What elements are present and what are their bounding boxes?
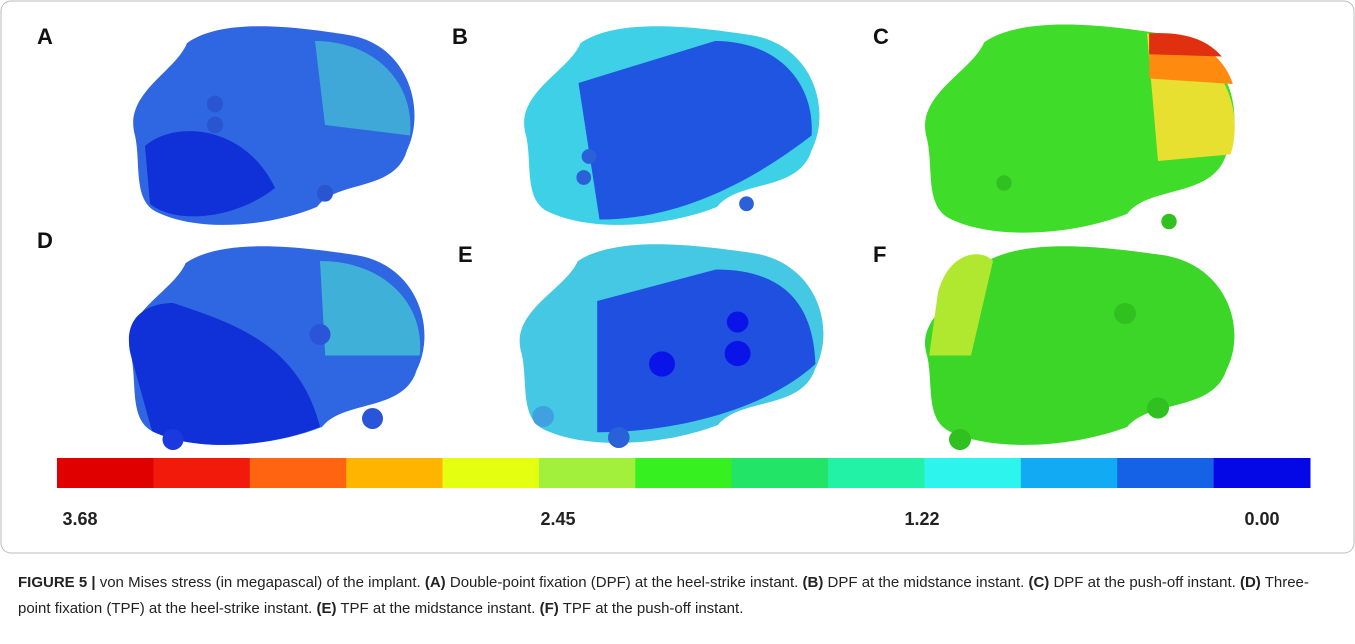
caption-tag: (C) xyxy=(1028,574,1049,591)
colorbar xyxy=(57,458,1311,488)
model-b xyxy=(524,26,819,225)
model-e xyxy=(520,244,824,448)
figure: A B C D E F 3.68 2.45 1.22 0.00 xyxy=(0,0,1355,560)
model-f xyxy=(925,246,1234,450)
colorbar-label: 0.00 xyxy=(1244,509,1279,529)
colorbar-segment xyxy=(57,458,154,488)
caption-text: DPF at the midstance instant. xyxy=(828,574,1025,591)
caption-text: TPF at the push-off instant. xyxy=(563,600,744,617)
model-c xyxy=(925,25,1235,233)
caption-text: Double-point fixation (DPF) at the heel-… xyxy=(450,574,799,591)
page: A B C D E F 3.68 2.45 1.22 0.00 FIGURE 5… xyxy=(0,0,1355,644)
panel-label: C xyxy=(873,24,889,49)
caption-tag: (D) xyxy=(1240,574,1261,591)
model-d xyxy=(129,246,425,450)
colorbar-segment xyxy=(153,458,250,488)
panel-label: A xyxy=(37,24,53,49)
colorbar-label: 2.45 xyxy=(540,509,575,529)
colorbar-segment xyxy=(828,458,925,488)
colorbar-segment xyxy=(635,458,732,488)
colorbar-segment xyxy=(924,458,1021,488)
colorbar-label: 3.68 xyxy=(62,509,97,529)
colorbar-label: 1.22 xyxy=(904,509,939,529)
caption-label: FIGURE 5 | xyxy=(18,574,96,591)
caption-tag: (B) xyxy=(803,574,824,591)
caption-intro: von Mises stress (in megapascal) of the … xyxy=(100,574,421,591)
colorbar-segment xyxy=(443,458,540,488)
colorbar-segment xyxy=(1214,458,1311,488)
model-a xyxy=(133,26,414,225)
caption-tag: (E) xyxy=(316,600,336,617)
caption-text: TPF at the midstance instant. xyxy=(340,600,535,617)
panel-label: F xyxy=(873,242,886,267)
colorbar-segment xyxy=(250,458,347,488)
panel-label: E xyxy=(458,242,473,267)
caption-tag: (F) xyxy=(540,600,559,617)
caption: FIGURE 5 | von Mises stress (in megapasc… xyxy=(18,570,1338,622)
colorbar-segment xyxy=(732,458,829,488)
caption-tag: (A) xyxy=(425,574,446,591)
panel-label: B xyxy=(452,24,468,49)
caption-text: DPF at the push-off instant. xyxy=(1053,574,1235,591)
colorbar-segment xyxy=(346,458,443,488)
colorbar-segment xyxy=(1021,458,1118,488)
colorbar-segment xyxy=(1117,458,1214,488)
colorbar-segment xyxy=(539,458,636,488)
panel-label: D xyxy=(37,228,53,253)
